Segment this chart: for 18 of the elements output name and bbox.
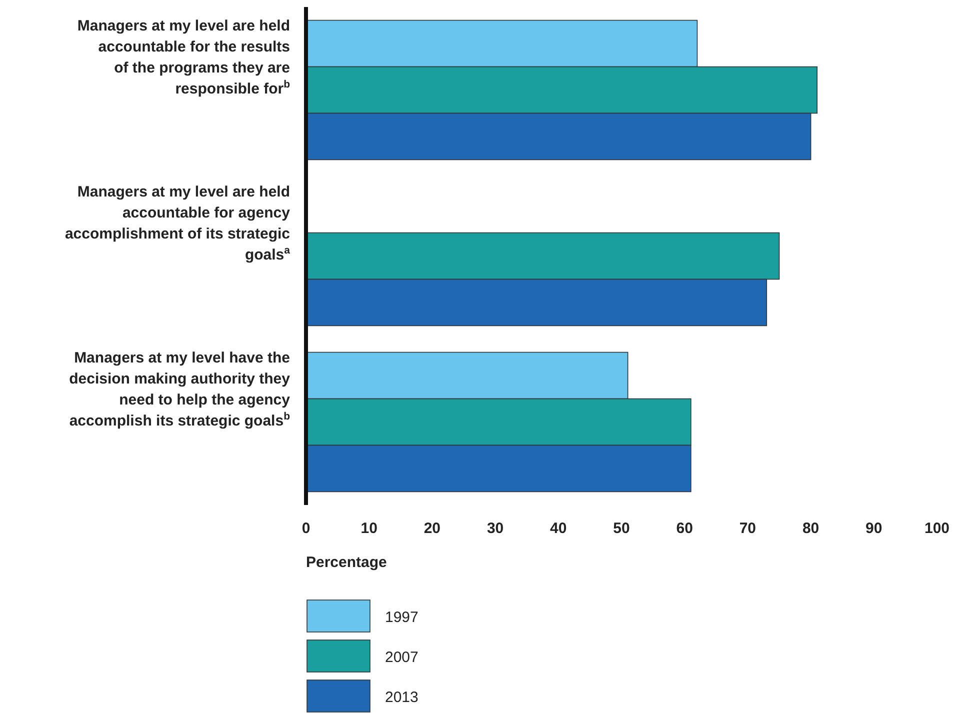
legend-label: 2013 — [385, 689, 418, 706]
x-tick-label: 20 — [424, 520, 441, 537]
legend-label: 1997 — [385, 609, 418, 626]
x-tick-label: 60 — [676, 520, 693, 537]
x-tick-label: 0 — [302, 520, 310, 537]
y-tick-label: Managers at my level are held accountable for agency accomplishment of its strategic goals$^{a}$ — [64, 183, 291, 264]
x-tick-label: 90 — [866, 520, 882, 537]
x-tick-label: 50 — [613, 520, 630, 537]
x-tick-label: 100 — [924, 520, 950, 537]
x-tick-label: 10 — [360, 520, 378, 537]
x-tick-label: 40 — [550, 520, 567, 537]
y-tick-label: Managers at my level have the decision making authority they need to help the agency accomplish its strategic goals$^{b}$ — [69, 349, 291, 430]
x-tick-label: 70 — [739, 520, 756, 537]
x-axis-title: Percentage — [306, 554, 387, 571]
y-tick-label: Managers at my level are held accountable for the results of the programs they are responsible for$^{b}$ — [77, 17, 290, 98]
x-tick-label: 80 — [802, 520, 820, 537]
legend-label: 2007 — [385, 649, 418, 666]
x-tick-label: 30 — [486, 520, 504, 537]
